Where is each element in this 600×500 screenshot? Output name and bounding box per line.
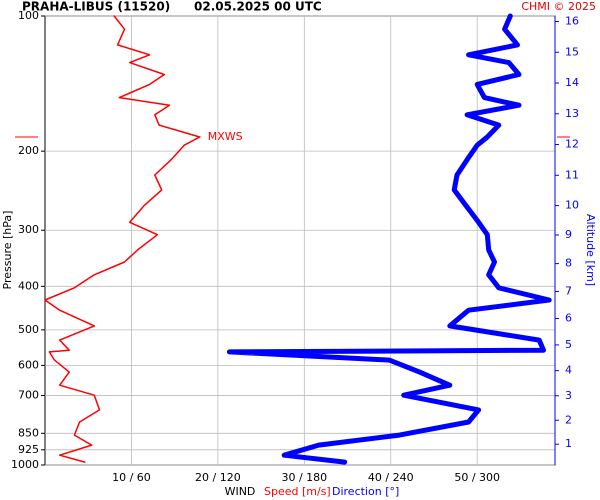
y2-tick-label: 1 [565,437,572,450]
y-tick-label: 300 [18,223,39,236]
date: 02.05.2025 00 UTC [194,0,322,14]
direction-line [226,13,552,465]
y2-tick-label: 16 [565,15,579,28]
y-tick-label: 400 [18,279,39,292]
credit: CHMI © 2025 [521,0,596,13]
station: PRAHA-LIBUS (11520) [22,0,170,14]
x-tick-label: 50 / 300 [454,471,500,484]
y2-tick-label: 5 [565,338,572,351]
direction-label: Direction [°] [332,485,399,498]
y2-tick-label: 11 [565,168,579,181]
y2-tick-label: 13 [565,107,579,120]
x-tick-label: 40 / 240 [368,471,414,484]
speed-line [44,15,201,463]
y-tick-label: 200 [18,144,39,157]
y2-tick-label: 12 [565,138,579,151]
y2-tick-label: 8 [565,257,572,270]
y2-tick-label: 2 [565,413,572,426]
y2-tick-label: 6 [565,312,572,325]
x-tick-label: 20 / 120 [195,471,241,484]
x-axis-label: WIND [225,485,256,498]
y-tick-label: 850 [18,426,39,439]
y2-tick-label: 10 [565,199,579,212]
y-tick-label: 600 [18,358,39,371]
y2-tick-label: 15 [565,45,579,58]
y2-tick-label: 4 [565,364,572,377]
y-tick-label: 500 [18,323,39,336]
y2-tick-label: 3 [565,389,572,402]
x-tick-label: 30 / 180 [281,471,327,484]
y-tick-label: 1000 [11,458,39,471]
y2-axis-label: Altitude [km] [584,214,597,286]
y2-tick-label: 9 [565,228,572,241]
y2-tick-label: 14 [565,76,579,89]
y-axis-label: Pressure [hPa] [1,211,14,290]
max-wind-label: MXWS [208,130,243,143]
y2-tick-label: 7 [565,284,572,297]
y-tick-label: 100 [18,9,39,22]
y-tick-label: 925 [18,443,39,456]
x-tick-label: 10 / 60 [112,471,151,484]
y-tick-label: 700 [18,388,39,401]
speed-label: Speed [m/s] [264,485,331,498]
